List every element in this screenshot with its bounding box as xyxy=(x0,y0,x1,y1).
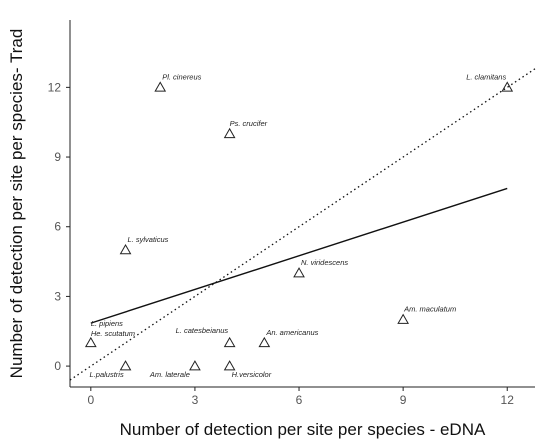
point-label-hversicolor: H.versicolor xyxy=(232,370,272,379)
y-tick-label: 0 xyxy=(54,359,61,373)
x-tick-label: 3 xyxy=(192,393,199,407)
y-tick-label: 9 xyxy=(54,150,61,164)
point-label-lpipiens: L. pipiens xyxy=(91,319,123,328)
point-label-lcatesbeianus: L. catesbeianus xyxy=(176,326,229,335)
point-marker-lsylvaticus xyxy=(119,243,132,255)
point-marker-hversicolor xyxy=(223,360,236,371)
y-tick-label: 3 xyxy=(54,289,61,303)
point-label-hescutatum: He. scutatum xyxy=(91,329,135,338)
y-axis-title: Number of detection per site per species… xyxy=(7,29,26,379)
axes: 0 3 6 9 12 0 3 6 9 12 xyxy=(48,20,535,407)
point-marker-lpalustris xyxy=(119,360,132,371)
point-marker-ammaculatum xyxy=(397,313,409,324)
point-marker-amlaterale xyxy=(189,360,201,371)
regression-line xyxy=(90,187,508,324)
x-tick-label: 9 xyxy=(400,393,407,407)
point-label-plcinereus: Pl. cinereus xyxy=(162,72,201,81)
point-label-amlaterale: Am. laterale xyxy=(149,370,190,379)
point-marker-lcatesbeianus xyxy=(223,336,236,348)
point-marker-lpipiens xyxy=(84,336,97,348)
point-label-ammaculatum: Am. maculatum xyxy=(403,305,456,314)
x-tick-label: 0 xyxy=(87,393,94,407)
x-axis-title: Number of detection per site per species… xyxy=(120,420,486,439)
identity-line xyxy=(69,68,536,381)
x-tick-label: 12 xyxy=(501,393,515,407)
y-tick-label: 12 xyxy=(48,80,62,94)
point-label-lpalustris: L.palustris xyxy=(90,370,124,379)
point-label-nviridescens: N. viridescens xyxy=(301,258,348,267)
point-label-pscrucifer: Ps. crucifer xyxy=(230,119,268,128)
points xyxy=(84,81,514,371)
point-marker-lclamitans xyxy=(501,81,514,92)
point-label-lclamitans: L. clamitans xyxy=(466,72,506,81)
point-marker-plcinereus xyxy=(154,81,167,92)
point-marker-pscrucifer xyxy=(223,127,236,139)
point-marker-nviridescens xyxy=(293,267,305,278)
point-label-lsylvaticus: L. sylvaticus xyxy=(128,235,169,244)
point-marker-anamericanus xyxy=(258,336,271,348)
lines xyxy=(69,68,536,381)
y-tick-label: 6 xyxy=(54,220,61,234)
x-tick-label: 6 xyxy=(296,393,303,407)
point-labels: Pl. cinereus L. clamitans Ps. crucifer L. s… xyxy=(90,72,507,379)
point-label-anamericanus: An. americanus xyxy=(265,328,318,337)
